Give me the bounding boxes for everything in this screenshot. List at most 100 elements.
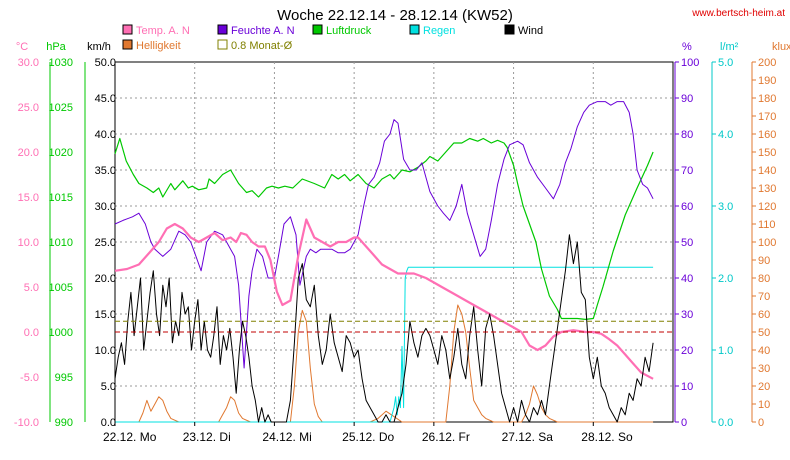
legend-label: Regen: [423, 25, 455, 37]
series-line-temp-a-n: [114, 218, 654, 380]
axis-tick-label: 1000: [49, 327, 73, 339]
axis-tick-label: 1010: [49, 237, 73, 249]
axis-tick-label: 70: [758, 291, 770, 303]
axis-unit-label: klux: [772, 41, 790, 53]
axis-tick-label: 70: [681, 165, 693, 177]
axis-tick-label: 10: [758, 399, 770, 411]
series-layer: [114, 101, 673, 423]
axis-tick-label: 20: [758, 381, 770, 393]
axis-tick-label: 100: [681, 57, 699, 69]
x-tick-label: 26.12. Fr: [422, 430, 470, 444]
axis-tick-label: 0: [681, 417, 687, 429]
x-tick-label: 23.12. Di: [183, 430, 231, 444]
axis-tick-label: 25.0: [95, 237, 116, 249]
axis-tick-label: 200: [758, 57, 776, 69]
axis-tick-label: 80: [758, 273, 770, 285]
x-tick-label: 28.12. So: [581, 430, 633, 444]
axis-tick-label: 20.0: [95, 273, 116, 285]
axis-tick-label: 50.0: [95, 57, 116, 69]
axis-tick-label: 140: [758, 165, 776, 177]
axis-tick-label: 995: [55, 372, 73, 384]
source-label: www.bertsch-heim.at: [691, 8, 785, 19]
axis-tick-label: 1030: [49, 57, 73, 69]
axis-tick-label: 130: [758, 183, 776, 195]
legend-label: Wind: [518, 25, 543, 37]
axis-tick-label: 5.0: [24, 282, 39, 294]
axis-tick-label: 120: [758, 201, 776, 213]
axis-tick-label: -10.0: [14, 417, 39, 429]
axis-tick-label: 0.0: [24, 327, 39, 339]
axis-tick-label: 10: [681, 381, 693, 393]
axis-tick-label: 30: [681, 309, 693, 321]
axis-tick-label: 100: [758, 237, 776, 249]
x-tick-label: 25.12. Do: [342, 430, 394, 444]
axis-tick-label: 50: [758, 327, 770, 339]
axis-tick-label: 4.0: [718, 129, 733, 141]
axis-tick-label: 50: [681, 237, 693, 249]
series-line-feuchte-a-n: [114, 101, 654, 369]
legend-swatch: [312, 24, 323, 35]
axis-tick-label: 35.0: [95, 165, 116, 177]
axis-tick-label: 90: [758, 255, 770, 267]
axis-tick-label: 60: [681, 201, 693, 213]
axis-tick-label: 15.0: [18, 192, 39, 204]
axis-tick-label: 90: [681, 93, 693, 105]
axis-tick-label: 10.0: [95, 345, 116, 357]
axis-tick-label: 0.0: [101, 417, 116, 429]
axis-tick-label: 1025: [49, 102, 73, 114]
grid: [114, 61, 674, 423]
legend-label: 0.8 Monat-Ø: [231, 40, 293, 52]
axes: °C 30.0 25.0 20.0 15.0 10.0 5.0 0.0 -5.0 -10.0 hPa…: [14, 41, 790, 444]
axis-tick-label: 15.0: [95, 309, 116, 321]
axis-tick-label: 990: [55, 417, 73, 429]
axis-tick-label: 170: [758, 111, 776, 123]
axis-tick-label: 1005: [49, 282, 73, 294]
series-line-luftdruck: [114, 137, 654, 320]
x-tick-label: 22.12. Mo: [103, 430, 157, 444]
x-tick-label: 27.12. Sa: [502, 430, 554, 444]
axis-tick-label: -5.0: [20, 372, 39, 384]
axis-tick-label: 150: [758, 147, 776, 159]
axis-tick-label: 10.0: [18, 237, 39, 249]
series-line-regen: [115, 266, 654, 423]
axis-tick-label: 40: [758, 345, 770, 357]
series-line-wind: [114, 234, 654, 423]
axis-unit-label: l/m²: [720, 41, 739, 53]
axis-tick-label: 3.0: [718, 201, 733, 213]
axis-tick-label: 0: [758, 417, 764, 429]
axis-tick-label: 1020: [49, 147, 73, 159]
axis-tick-label: 180: [758, 93, 776, 105]
legend-swatch: [217, 24, 228, 35]
axis-tick-label: 160: [758, 129, 776, 141]
axis-tick-label: 80: [681, 129, 693, 141]
x-tick-label: 24.12. Mi: [262, 430, 311, 444]
legend: Temp. A. N Helligkeit Feuchte A. N 0.8 Mona…: [122, 24, 543, 52]
axis-unit-label: %: [682, 41, 692, 53]
axis-tick-label: 1015: [49, 192, 73, 204]
legend-label: Luftdruck: [326, 25, 372, 37]
legend-swatch: [504, 24, 515, 35]
axis-tick-label: 190: [758, 75, 776, 87]
legend-swatch: [122, 39, 133, 50]
legend-label: Feuchte A. N: [231, 25, 295, 37]
legend-swatch: [122, 24, 133, 35]
axis-unit-label: °C: [16, 41, 28, 53]
axis-tick-label: 45.0: [95, 93, 116, 105]
axis-tick-label: 30: [758, 363, 770, 375]
axis-tick-label: 110: [758, 219, 776, 231]
legend-label: Helligkeit: [136, 40, 181, 52]
axis-tick-label: 1.0: [718, 345, 733, 357]
axis-tick-label: 20: [681, 345, 693, 357]
chart-title: Woche 22.12.14 - 28.12.14 (KW52): [277, 7, 513, 24]
axis-unit-label: km/h: [87, 41, 111, 53]
axis-tick-label: 30.0: [95, 201, 116, 213]
axis-tick-label: 25.0: [18, 102, 39, 114]
legend-label: Temp. A. N: [136, 25, 190, 37]
axis-tick-label: 30.0: [18, 57, 39, 69]
axis-tick-label: 20.0: [18, 147, 39, 159]
axis-tick-label: 5.0: [101, 381, 116, 393]
axis-tick-label: 40: [681, 273, 693, 285]
legend-swatch: [409, 24, 420, 35]
axis-tick-label: 5.0: [718, 57, 733, 69]
